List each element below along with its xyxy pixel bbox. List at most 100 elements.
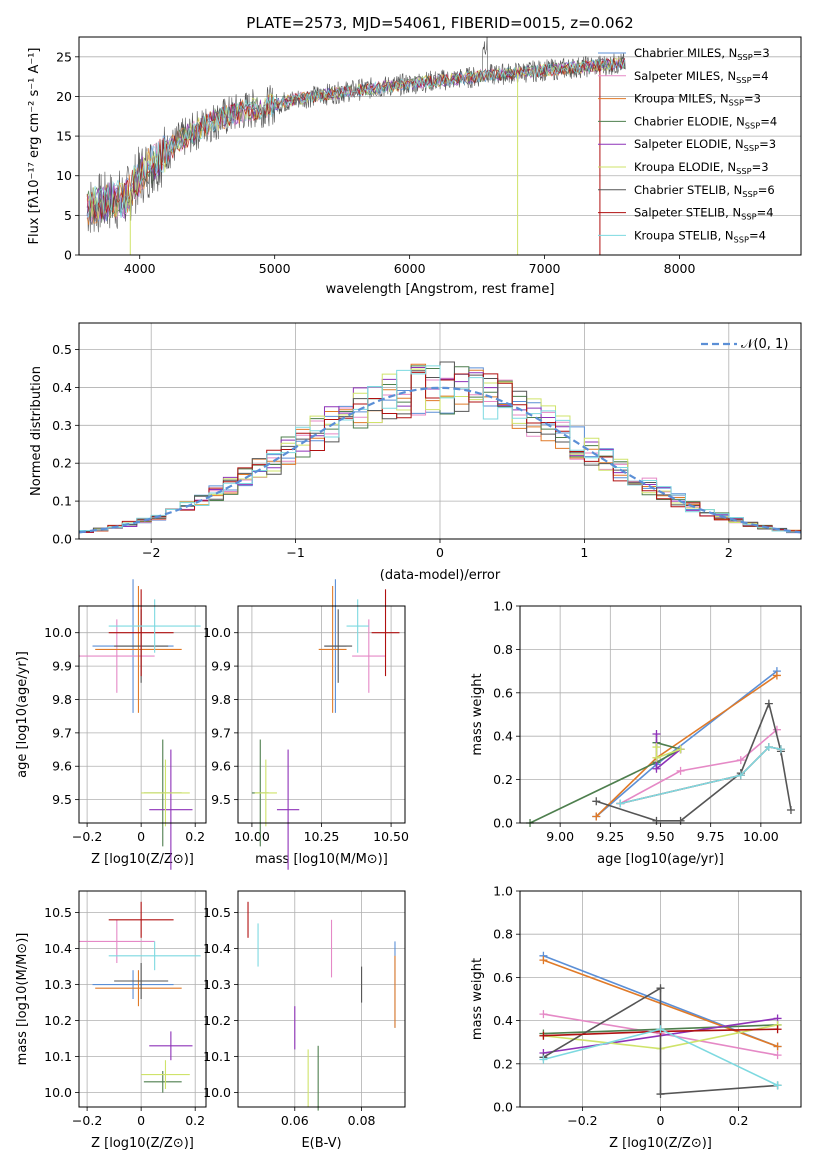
age-vs-mass-xtick-label: 10.25	[304, 829, 340, 844]
age-vs-mass-ytick-label: 9.8	[211, 692, 231, 707]
age-vs-mass-ytick-label: 9.7	[211, 725, 231, 740]
spectrum-xtick-label: 6000	[394, 261, 426, 276]
residuals-hist-kroupa_stelib	[79, 365, 801, 533]
weight-vs-age-marker-kroupa_stelib	[776, 745, 785, 754]
spectrum-ytick-label: 25	[56, 49, 72, 64]
age-vs-Z-ytick-label: 9.6	[52, 759, 72, 774]
weight-vs-Z-frame	[519, 890, 802, 1108]
mass-vs-ebv-xtick-label: 0.08	[348, 1113, 376, 1128]
mass-vs-ebv-xlabel: E(B-V)	[301, 1136, 341, 1151]
spectrum-legend-label: Salpeter ELODIE, NSSP=3	[634, 137, 776, 153]
age-vs-Z-ytick-label: 10.0	[44, 625, 72, 640]
weight-vs-Z-ytick-label: 0.2	[493, 1056, 513, 1071]
mass-vs-Z-frame	[78, 890, 207, 1108]
spectrum-ylabel: Flux [fλ10⁻¹⁷ erg cm⁻² s⁻¹ A⁻¹]	[27, 48, 42, 245]
residuals-legend-label: 𝒩(0, 1)	[741, 337, 788, 352]
mass-vs-Z-ytick-label: 10.3	[44, 977, 72, 992]
weight-vs-age-marker-chabrier_stelib	[764, 699, 773, 708]
mass-vs-Z-ytick-label: 10.1	[44, 1049, 72, 1064]
spectrum-legend-label: Chabrier ELODIE, NSSP=4	[634, 114, 777, 130]
weight-vs-Z-ylabel: mass weight	[470, 958, 485, 1040]
weight-vs-age-marker-kroupa_elodie	[652, 753, 661, 762]
weight-vs-age-marker-kroupa_stelib	[764, 743, 773, 752]
mass-vs-ebv-ytick-label: 10.0	[203, 1085, 231, 1100]
spectrum-legend-label: Kroupa ELODIE, NSSP=3	[634, 160, 769, 176]
weight-vs-age-ytick-label: 1.0	[493, 599, 513, 614]
spectrum-ytick-label: 15	[56, 129, 72, 144]
mass-vs-Z-xtick-label: 0.2	[185, 1113, 205, 1128]
residuals-ytick-label: 0.5	[52, 342, 72, 357]
residuals-ytick-label: 0.1	[52, 494, 72, 509]
mass-vs-Z-ytick-label: 10.4	[44, 941, 72, 956]
mass-vs-Z-xlabel: Z [log10(Z/Z⊙)]	[91, 1136, 194, 1151]
weight-vs-age-series-salpeter_miles	[620, 729, 778, 805]
mass-vs-ebv-ytick-label: 10.3	[203, 977, 231, 992]
mass-vs-ebv-ytick-label: 10.5	[203, 905, 231, 920]
residuals-ytick-label: 0.0	[52, 532, 72, 547]
weight-vs-Z-ytick-label: 0.0	[493, 1100, 513, 1115]
weight-vs-Z-xtick-label: 0	[657, 1113, 665, 1128]
weight-vs-age-marker-kroupa_elodie	[676, 745, 685, 754]
spectrum-legend-label: Kroupa MILES, NSSP=3	[634, 92, 761, 108]
weight-vs-Z-ytick-label: 1.0	[493, 884, 513, 899]
age-vs-mass-xtick-label: 10.50	[373, 829, 409, 844]
age-vs-mass-frame	[237, 605, 406, 824]
spectrum-legend-label: Salpeter MILES, NSSP=4	[634, 69, 769, 85]
spectrum-model-kroupa_stelib	[86, 57, 626, 218]
spectrum-frame	[78, 36, 802, 256]
spectrum-legend-label: Salpeter STELIB, NSSP=4	[634, 206, 774, 222]
weight-vs-age-xtick-label: 9.00	[546, 829, 574, 844]
spectrum-xlabel: wavelength [Angstrom, rest frame]	[326, 282, 555, 297]
mass-vs-ebv-ytick-label: 10.2	[203, 1013, 231, 1028]
weight-vs-Z-marker-kroupa_stelib	[656, 1025, 665, 1034]
age-vs-mass-axes	[234, 606, 405, 827]
weight-vs-age-xtick-label: 9.75	[697, 829, 725, 844]
weight-vs-age-marker-salpeter_elodie	[652, 730, 661, 739]
spectrum-xtick-label: 4000	[124, 261, 156, 276]
age-vs-Z-frame	[78, 605, 207, 824]
residuals-ytick-label: 0.4	[52, 380, 72, 395]
weight-vs-Z-marker-chabrier_stelib	[656, 984, 665, 993]
age-vs-Z-ylabel: age [log10(age/yr)]	[15, 651, 30, 778]
age-vs-mass-xlabel: mass [log10(M/M⊙)]	[255, 852, 388, 867]
spectrum-ytick-label: 10	[56, 168, 72, 183]
age-vs-Z-ytick-label: 9.5	[52, 792, 72, 807]
residuals-normal-curve	[78, 386, 802, 534]
weight-vs-age-marker-salpeter_elodie	[652, 764, 661, 773]
age-vs-Z-xtick-label: 0.2	[185, 829, 205, 844]
weight-vs-Z-marker-kroupa_stelib	[539, 1055, 548, 1064]
residuals-xtick-label: 1	[580, 545, 588, 560]
weight-vs-age-marker-kroupa_elodie	[652, 743, 661, 752]
weight-vs-Z-ytick-label: 0.8	[493, 927, 513, 942]
residuals-ytick-label: 0.3	[52, 418, 72, 433]
weight-vs-age-xlabel: age [log10(age/yr)]	[597, 852, 724, 867]
mass-vs-ebv-frame	[237, 890, 406, 1108]
age-vs-Z-xlabel: Z [log10(Z/Z⊙)]	[91, 852, 194, 867]
spectrum-xtick-label: 8000	[664, 261, 696, 276]
weight-vs-Z-ytick-label: 0.4	[493, 1013, 513, 1028]
spectrum-legend-label: Kroupa STELIB, NSSP=4	[634, 228, 766, 244]
residuals-frame	[78, 322, 802, 540]
age-vs-Z-ytick-label: 9.9	[52, 659, 72, 674]
mass-vs-Z-xtick-label: 0	[137, 1113, 145, 1128]
spectrum-ytick-label: 20	[56, 89, 72, 104]
mass-vs-Z-ytick-label: 10.5	[44, 905, 72, 920]
weight-vs-age-xtick-label: 10.00	[743, 829, 779, 844]
residuals-xtick-label: 0	[436, 545, 444, 560]
weight-vs-age-marker-kroupa_stelib	[616, 799, 625, 808]
age-vs-Z-xtick-label: 0	[137, 829, 145, 844]
weight-vs-Z-ytick-label: 0.6	[493, 970, 513, 985]
spectrum-ytick-label: 0	[64, 248, 72, 263]
weight-vs-age-ylabel: mass weight	[470, 673, 485, 755]
weight-vs-age-ytick-label: 0.6	[493, 685, 513, 700]
weight-vs-age-marker-salpeter_miles	[676, 766, 685, 775]
weight-vs-age-marker-kroupa_miles	[772, 671, 781, 680]
spectrum-legend-label: Chabrier MILES, NSSP=3	[634, 46, 770, 62]
mass-vs-ebv-xtick-label: 0.06	[281, 1113, 309, 1128]
mass-vs-ebv-ytick-label: 10.4	[203, 941, 231, 956]
weight-vs-age-marker-chabrier_stelib	[592, 797, 601, 806]
weight-vs-Z-marker-salpeter_miles	[773, 1051, 782, 1060]
weight-vs-age-marker-chabrier_stelib	[786, 805, 795, 814]
weight-vs-Z-marker-chabrier_stelib	[656, 1090, 665, 1099]
weight-vs-Z-marker-salpeter_miles	[539, 1010, 548, 1019]
